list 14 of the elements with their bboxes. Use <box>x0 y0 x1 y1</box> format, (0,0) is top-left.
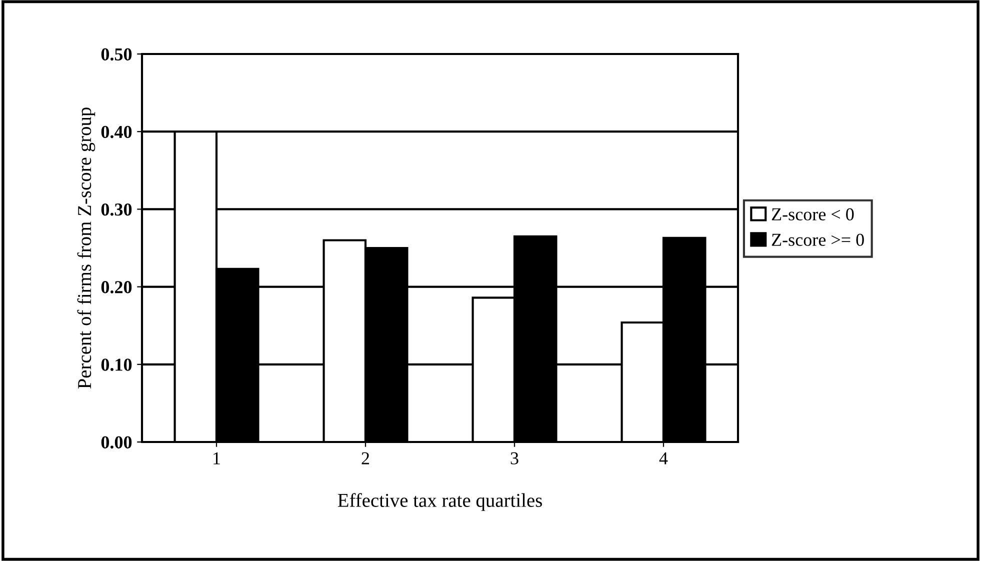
x-tick-label: 2 <box>362 452 370 464</box>
x-tick-label: 4 <box>659 452 668 464</box>
legend-label: Z-score < 0 <box>772 208 854 220</box>
y-tick-label: 0.40 <box>101 126 132 138</box>
x-tick-label: 1 <box>214 452 220 464</box>
y-axis-title: Percent of firms from Z-score group <box>77 108 96 389</box>
x-tick-label: 3 <box>510 452 518 464</box>
y-tick-label: 0.20 <box>101 281 132 294</box>
legend-label: Z-score >= 0 <box>772 234 864 246</box>
y-tick-label: 0.00 <box>101 436 132 449</box>
y-tick-label: 0.10 <box>101 358 132 371</box>
y-tick-label: 0.30 <box>101 203 132 216</box>
x-axis-title: Effective tax rate quartiles <box>338 493 542 511</box>
y-tick-label: 0.50 <box>101 48 132 61</box>
